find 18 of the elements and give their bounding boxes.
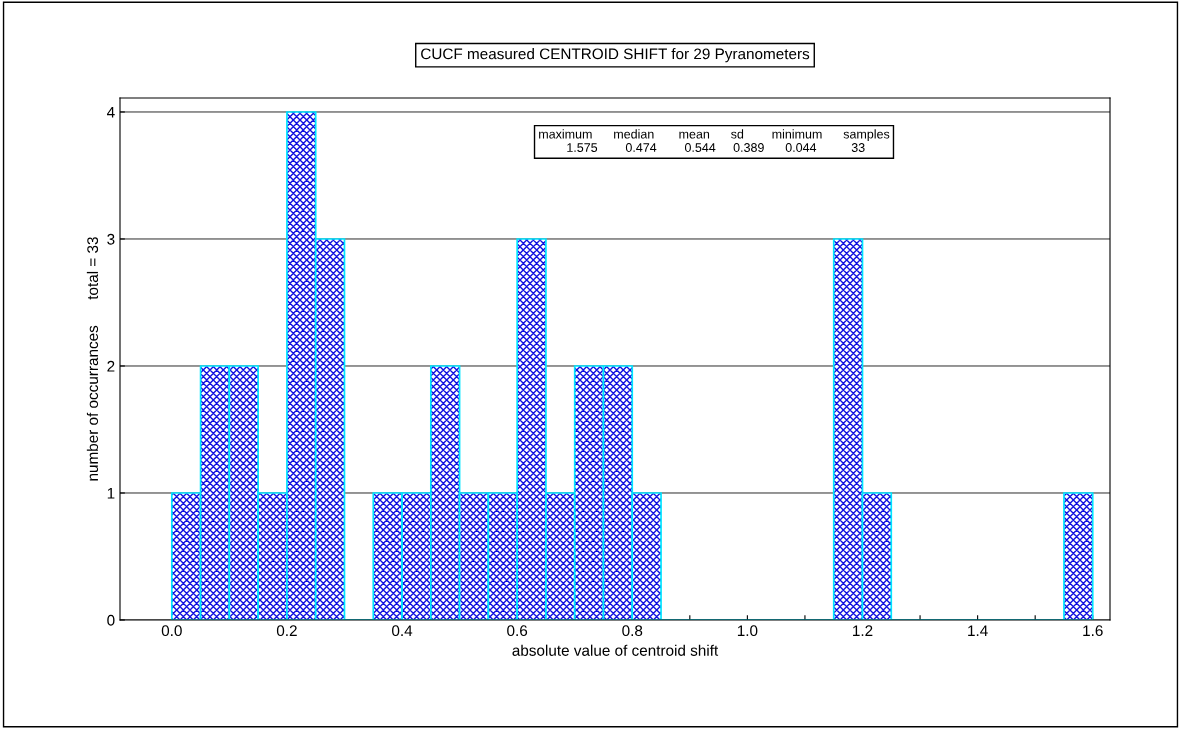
x-axis-title: absolute value of centroid shift (512, 644, 719, 656)
y-tick-label: 2 (107, 360, 115, 372)
x-tick-label: 0.0 (161, 625, 182, 637)
x-tick-label: 1.0 (737, 625, 758, 637)
x-tick-label: 0.4 (392, 625, 413, 637)
y-tick-label: 4 (106, 107, 115, 118)
x-tick-label: 0.8 (622, 625, 643, 637)
y-tick-label: 3 (107, 233, 115, 245)
annotation: maximum median mean sd minimum samples 1.575 0.474 0.544 0.389 0.044 33 (539, 129, 890, 152)
x-tick-label: 1.2 (853, 625, 873, 636)
x-tick-label: 1.4 (968, 625, 988, 636)
x-tick-label: 1.6 (1083, 625, 1103, 637)
y-axis-title: number of occurrances total = 33 (86, 237, 99, 481)
x-tick-label: 0.6 (507, 625, 528, 637)
y-tick-label: 0 (107, 614, 115, 626)
x-tick-label: 0.2 (276, 625, 297, 637)
chart-title: CUCF measured CENTROID SHIFT for 29 Pyranometers (421, 48, 810, 63)
y-tick-label: 1 (107, 488, 115, 499)
